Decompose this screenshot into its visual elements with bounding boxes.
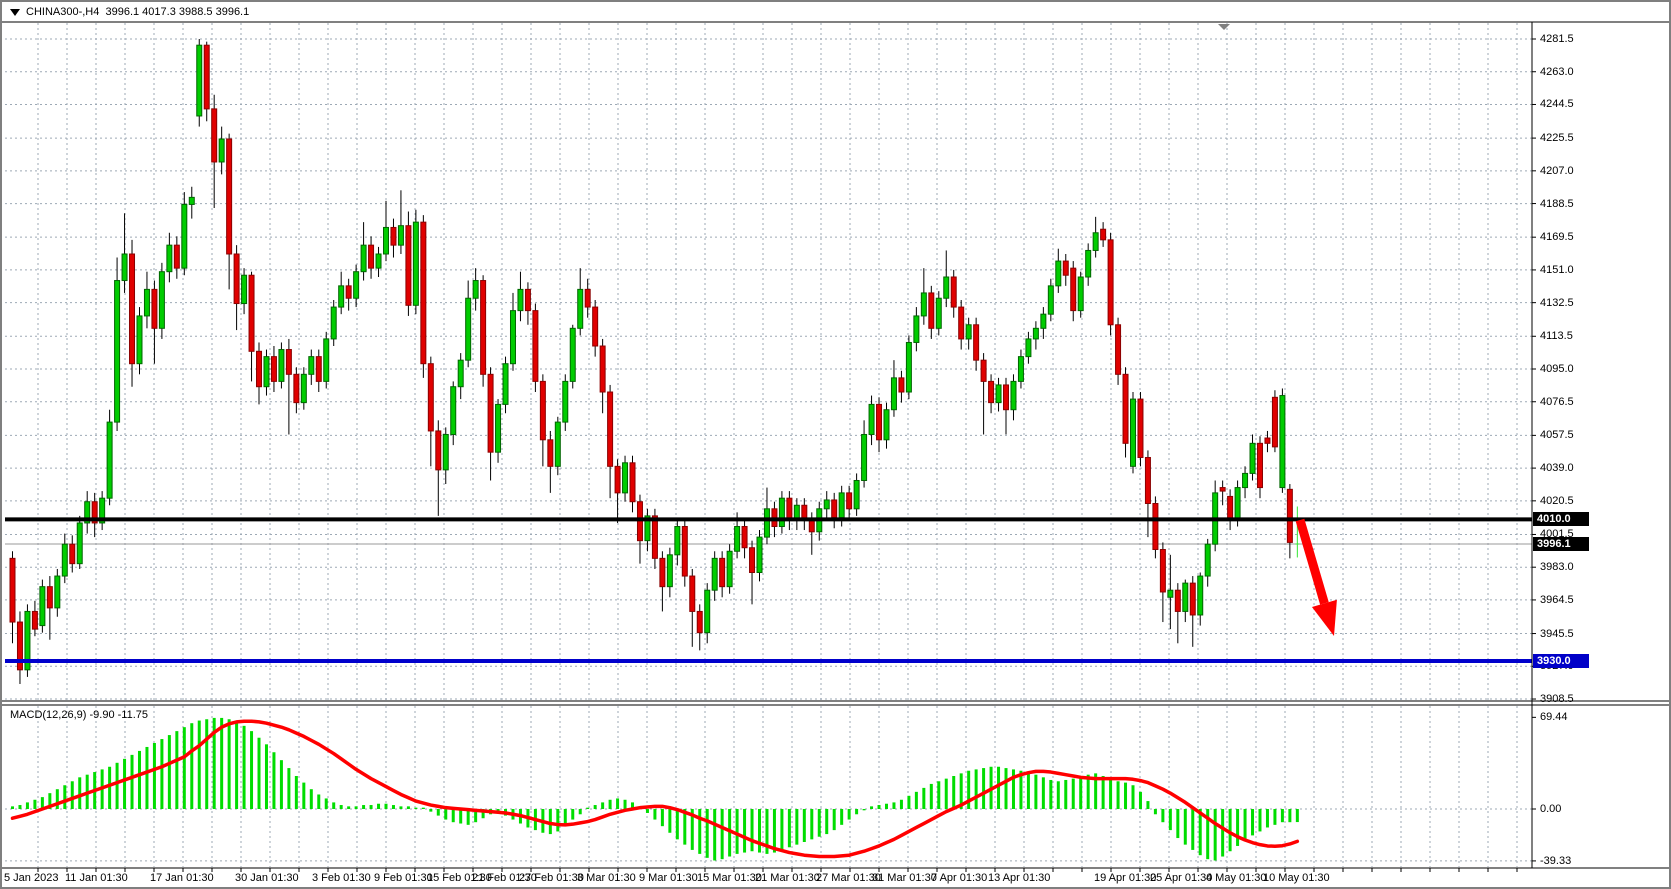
macd-values: -9.90 -11.75 <box>89 709 148 721</box>
time-tick-label: 7 Apr 01:30 <box>931 872 988 884</box>
time-tick-label: 15 Feb 01:30 <box>427 872 492 884</box>
time-tick-label: 13 Apr 01:30 <box>988 872 1051 884</box>
price-tick-label: 3964.5 <box>1540 593 1574 606</box>
time-tick-label: 17 Jan 01:30 <box>150 872 214 884</box>
price-tick-label: 4113.5 <box>1540 330 1573 343</box>
time-tick-label: 30 Jan 01:30 <box>235 872 299 884</box>
time-tick-label: 19 Apr 01:30 <box>1094 872 1157 884</box>
time-tick-label: 10 May 01:30 <box>1263 872 1330 884</box>
time-tick-label: 11 Jan 01:30 <box>65 872 128 884</box>
price-tick-label: 4244.5 <box>1540 98 1574 111</box>
time-tick-label: 25 Apr 01:30 <box>1150 872 1213 884</box>
time-tick-label: 3 Mar 01:30 <box>577 872 636 884</box>
time-tick-label: 21 Mar 01:30 <box>755 872 820 884</box>
time-tick-label: 9 Feb 01:30 <box>374 872 433 884</box>
macd-indicator-label: MACD(12,26,9) -9.90 -11.75 <box>10 709 148 721</box>
price-tick-label: 4057.5 <box>1540 429 1574 442</box>
price-tick-label: 4151.0 <box>1540 263 1574 276</box>
price-tick-label: 4188.5 <box>1540 197 1574 210</box>
symbol-period-label: CHINA300-,H4 <box>26 6 100 18</box>
price-tick-label: 4095.0 <box>1540 363 1574 375</box>
time-tick-label: 5 Jan 2023 <box>4 872 59 884</box>
chart-title-bar[interactable]: CHINA300-,H4 3996.1 4017.3 3988.5 3996.1 <box>10 6 249 22</box>
time-tick-label: 15 Mar 01:30 <box>697 872 762 884</box>
symbol-dropdown-icon[interactable] <box>10 8 20 16</box>
time-tick-label: 9 Mar 01:30 <box>639 872 698 884</box>
price-tick-label: 3983.0 <box>1540 561 1574 574</box>
price-badge-3996.1: 3996.1 <box>1533 537 1589 551</box>
price-tick-label: 4132.5 <box>1540 296 1574 309</box>
price-badge-4010.0: 4010.0 <box>1533 512 1589 527</box>
price-tick-label: 4207.0 <box>1540 164 1574 177</box>
time-tick-label: 3 Feb 01:30 <box>312 872 371 884</box>
price-badge-3930.0: 3930.0 <box>1533 653 1589 668</box>
macd-tick-label: -39.33 <box>1540 854 1572 867</box>
macd-tick-label: 69.44 <box>1540 711 1568 724</box>
macd-name: MACD(12,26,9) <box>10 709 87 721</box>
time-tick-label: 21 Feb 01:30 <box>472 872 537 884</box>
price-tick-label: 3908.5 <box>1540 693 1574 706</box>
price-tick-label: 4263.0 <box>1540 65 1574 78</box>
time-tick-label: 27 Feb 01:30 <box>519 872 584 884</box>
price-tick-label: 4039.0 <box>1540 462 1574 475</box>
macd-tick-label: 0.00 <box>1540 803 1562 815</box>
quote-ohlc-label: 3996.1 4017.3 3988.5 3996.1 <box>105 6 250 18</box>
price-tick-label: 4169.5 <box>1540 231 1574 244</box>
time-tick-label: 27 Mar 01:30 <box>816 872 881 884</box>
price-tick-label: 3945.5 <box>1540 627 1574 640</box>
price-tick-label: 4020.5 <box>1540 494 1574 507</box>
price-tick-label: 4225.5 <box>1540 132 1574 145</box>
time-tick-label: 31 Mar 01:30 <box>872 872 937 884</box>
price-tick-label: 4281.5 <box>1540 33 1574 45</box>
price-tick-label: 4076.5 <box>1540 395 1574 408</box>
time-tick-label: 4 May 01:30 <box>1206 872 1267 884</box>
